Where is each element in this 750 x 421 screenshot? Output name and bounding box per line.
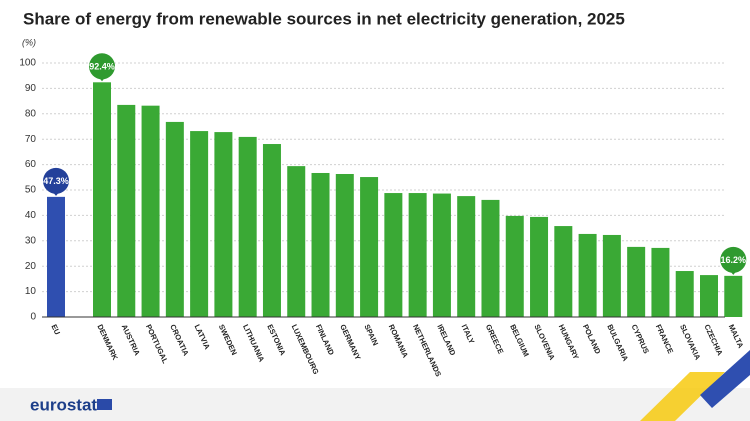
decoration (700, 350, 750, 408)
y-tick-label: 90 (25, 83, 37, 94)
y-tick-label: 100 (19, 58, 36, 69)
unit-label: (%) (22, 37, 36, 47)
bar (93, 82, 111, 317)
bar (700, 275, 718, 317)
bar (408, 193, 427, 317)
bar (724, 275, 743, 317)
bar (262, 144, 281, 317)
y-tick-label: 40 (25, 210, 37, 221)
y-tick-label: 70 (25, 134, 37, 145)
bar (360, 177, 379, 317)
bar (627, 246, 646, 317)
value-label: 16.2% (721, 255, 747, 265)
y-tick-label: 0 (30, 312, 36, 323)
bar (651, 247, 670, 317)
y-tick-label: 60 (25, 159, 37, 170)
bar (384, 193, 403, 317)
bar (311, 172, 330, 317)
bar (238, 136, 257, 317)
bar (117, 104, 136, 317)
bar (165, 121, 184, 317)
decoration (640, 372, 725, 421)
callout (89, 53, 115, 80)
y-tick-label: 50 (25, 185, 37, 196)
y-tick-label: 80 (25, 108, 37, 119)
chart-title: Share of energy from renewable sources i… (23, 9, 625, 28)
bar (505, 215, 524, 317)
y-tick-label: 30 (25, 235, 37, 246)
bar (287, 166, 306, 317)
callout (720, 246, 747, 273)
callout (43, 167, 69, 194)
bar (141, 105, 160, 317)
eu-flag (97, 399, 112, 410)
bar (457, 196, 476, 317)
bar (530, 216, 549, 317)
bar (335, 173, 354, 317)
bar (190, 131, 209, 317)
bar (214, 132, 233, 317)
x-tick-label: EU (49, 323, 62, 336)
logo: eurostat (30, 395, 97, 414)
bar (675, 271, 694, 317)
bar (481, 199, 500, 317)
bar (432, 193, 451, 317)
bar (554, 226, 573, 317)
y-tick-label: 20 (25, 261, 37, 272)
y-tick-label: 10 (25, 286, 37, 297)
footer (0, 388, 750, 421)
value-label: 47.3% (43, 176, 69, 186)
value-label: 92.4% (89, 62, 115, 72)
bar (602, 234, 621, 317)
bar (578, 233, 597, 317)
bar (47, 196, 65, 317)
